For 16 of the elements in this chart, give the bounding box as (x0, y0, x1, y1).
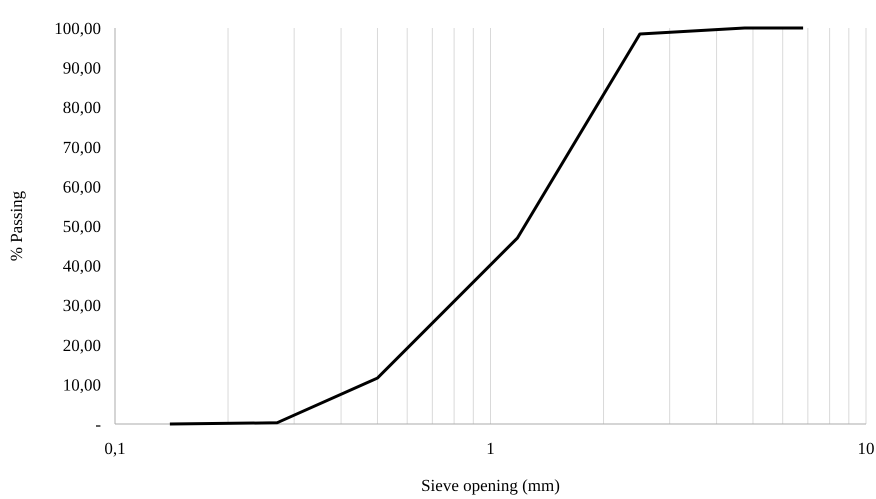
x-axis-title: Sieve opening (mm) (421, 476, 560, 495)
x-tick-label: 0,1 (104, 439, 126, 458)
y-tick-label: 60,00 (62, 177, 101, 196)
y-axis-title: % Passing (7, 190, 26, 262)
x-tick-label: 1 (486, 439, 495, 458)
y-tick-label: 20,00 (62, 336, 101, 355)
y-tick-label: 30,00 (62, 296, 101, 316)
y-tick-label: - (95, 414, 102, 434)
y-tick-label: 70,00 (62, 138, 101, 157)
y-tick-label: 40,00 (62, 256, 101, 276)
y-tick-label: 100,00 (54, 18, 101, 38)
y-tick-label: 80,00 (62, 98, 101, 118)
y-tick-label: 50,00 (62, 216, 101, 236)
y-tick-label: 10,00 (62, 375, 101, 394)
y-tick-label: 90,00 (62, 58, 101, 78)
x-tick-label: 10 (858, 439, 874, 458)
